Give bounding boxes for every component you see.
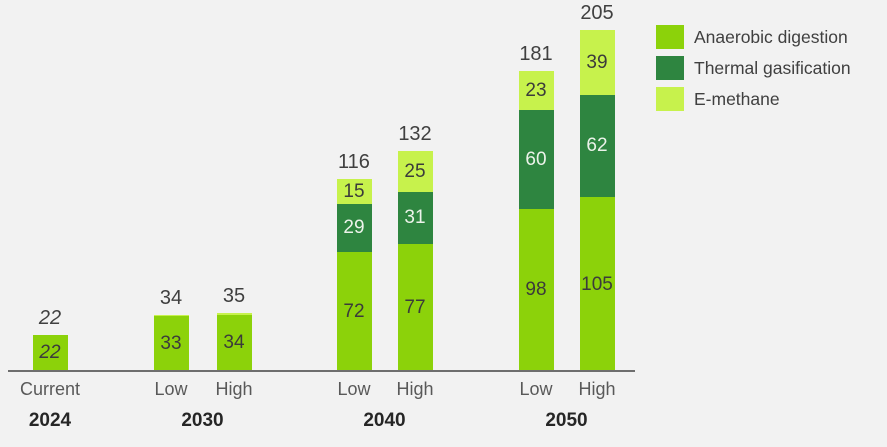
bar-segment-e-methane: 15: [336, 179, 372, 204]
legend: Anaerobic digestion Thermal gasification…: [656, 25, 851, 118]
bar-total-label: 22: [38, 306, 62, 329]
bar-total-label: 205: [580, 2, 614, 25]
bar-segment-e-methane: 25: [397, 150, 433, 193]
bar-segment-thermal-gasification: 29: [336, 203, 372, 252]
bar-segment-anaerobic-digestion: 22: [32, 334, 68, 371]
year-label: 2024: [28, 410, 72, 431]
bar-segment-anaerobic-digestion: 77: [397, 243, 433, 371]
legend-swatch-e-methane: [656, 87, 684, 111]
year-label: 2030: [181, 410, 224, 431]
bar-total-label: 34: [159, 286, 183, 309]
legend-label-anaerobic-digestion: Anaerobic digestion: [694, 26, 848, 47]
bar-category-label: Current: [19, 379, 81, 399]
bar-segment-anaerobic-digestion: 98: [518, 208, 554, 371]
x-axis-line: [8, 370, 635, 372]
legend-swatch-anaerobic-digestion: [656, 25, 684, 49]
bar-segment-anaerobic-digestion: 34: [216, 314, 252, 371]
bar-segment-thermal-gasification: 60: [518, 109, 554, 209]
bar-total-label: 132: [398, 122, 432, 145]
bar-total-label: 35: [222, 285, 246, 308]
bar-segment-anaerobic-digestion: 33: [153, 316, 189, 371]
bar-segment-anaerobic-digestion: 72: [336, 251, 372, 371]
bar-category-label: High: [578, 379, 616, 399]
legend-swatch-thermal-gasification: [656, 56, 684, 80]
bar-segment-thermal-gasification: 31: [397, 192, 433, 244]
bar-segment-e-methane: [153, 314, 189, 317]
bar-category-label: Low: [154, 379, 188, 399]
legend-item-thermal-gasification: Thermal gasification: [656, 56, 851, 80]
bar-segment-e-methane: [216, 313, 252, 315]
year-label: 2050: [545, 410, 588, 431]
bar-total-label: 116: [338, 151, 370, 174]
year-label: 2040: [363, 410, 406, 431]
legend-item-e-methane: E-methane: [656, 87, 851, 111]
bar-category-label: High: [396, 379, 434, 399]
bar-segment-thermal-gasification: 62: [579, 94, 615, 198]
bar-category-label: High: [215, 379, 253, 399]
legend-label-thermal-gasification: Thermal gasification: [694, 57, 851, 78]
bar-category-label: Low: [519, 379, 553, 399]
legend-label-e-methane: E-methane: [694, 88, 780, 109]
bar-total-label: 181: [519, 43, 553, 66]
bar-category-label: Low: [337, 379, 371, 399]
bar-segment-anaerobic-digestion: 105: [579, 197, 615, 371]
bar-segment-e-methane: 39: [579, 30, 615, 95]
legend-item-anaerobic-digestion: Anaerobic digestion: [656, 25, 851, 49]
bar-segment-e-methane: 23: [518, 71, 554, 110]
